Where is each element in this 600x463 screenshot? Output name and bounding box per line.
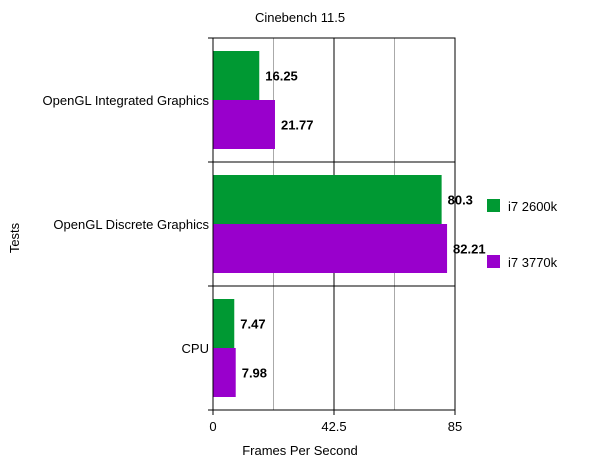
x-tick-label: 0: [209, 419, 216, 434]
x-tick-label: 42.5: [321, 419, 346, 434]
bar-i7-3770k-2: [213, 348, 236, 397]
bar-i7-3770k-0: [213, 100, 275, 149]
legend-label: i7 3770k: [508, 255, 558, 270]
plot-frame: [208, 37, 456, 415]
x-axis-label: Frames Per Second: [242, 443, 358, 458]
x-tick-label: 85: [448, 419, 462, 434]
bar-i7-2600k-0: [213, 51, 260, 100]
data-label: 21.77: [281, 118, 314, 133]
legend-label: i7 2600k: [508, 199, 558, 214]
data-label: 82.21: [453, 242, 486, 257]
data-label: 16.25: [265, 69, 298, 84]
data-label: 7.47: [240, 317, 265, 332]
bars: [213, 51, 448, 397]
legend-swatch: [487, 255, 500, 268]
legend-swatch: [487, 199, 500, 212]
y-axis-label: Tests: [7, 222, 22, 253]
category-label: CPU: [182, 341, 209, 356]
category-label: OpenGL Integrated Graphics: [43, 93, 210, 108]
bar-i7-3770k-1: [213, 224, 448, 273]
data-label: 80.3: [448, 193, 473, 208]
bar-i7-2600k-1: [213, 175, 442, 224]
labels: 16.25 21.77 OpenGL Integrated Graphics 80.3…: [43, 69, 486, 435]
category-label: OpenGL Discrete Graphics: [53, 217, 209, 232]
legend: i7 2600k i7 3770k: [487, 199, 558, 270]
chart-title: Cinebench 11.5: [255, 10, 345, 25]
data-label: 7.98: [242, 366, 267, 381]
bar-i7-2600k-2: [213, 299, 235, 348]
